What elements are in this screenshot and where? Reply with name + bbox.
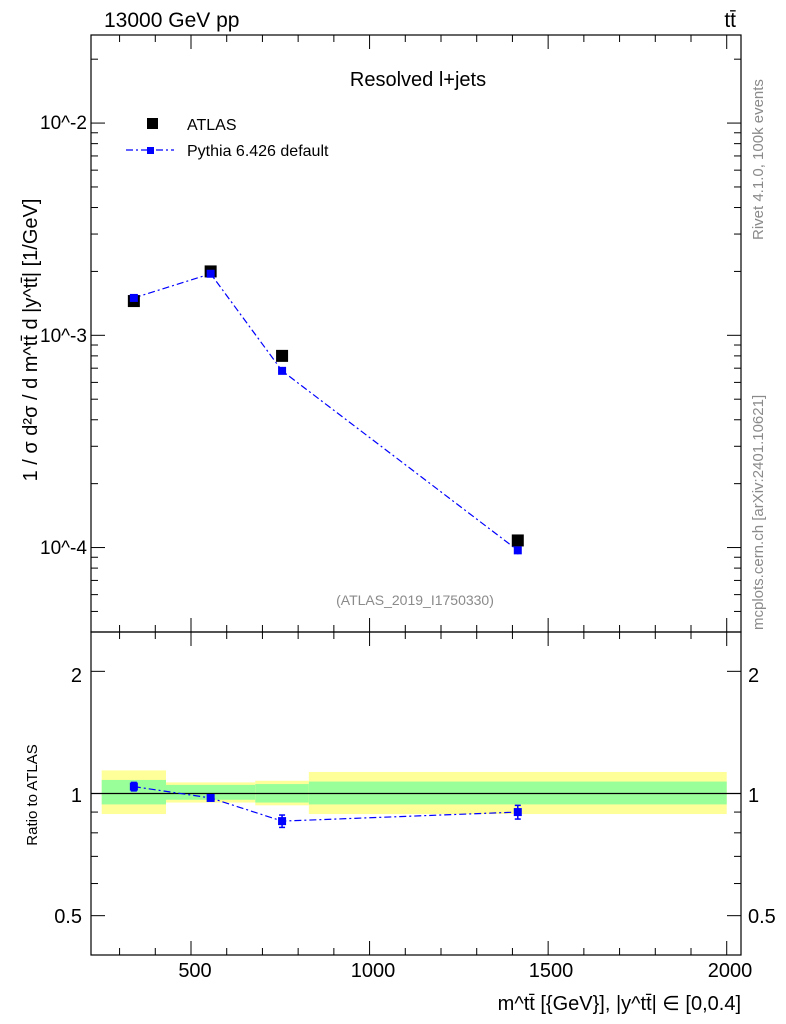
legend-mc-marker [147,147,154,154]
legend-data-label: ATLAS [187,117,237,134]
main-ytick-label-1e-4: 10^-4 [40,538,87,559]
mc-point-0 [129,293,138,302]
plot-title: Resolved l+jets [350,69,486,91]
data-point-2 [276,349,289,362]
source-label: mcplots.cern.ch [arXiv:2401.10621] [750,395,767,630]
x-axis-label: m^tt̄ [{GeV}], |y^tt̄| ∈ [0,0.4] [498,993,741,1015]
ratio-ytick-label-right-2: 2 [748,665,759,687]
ratio-y-ticks [91,670,741,956]
main-ytick-label-1e-2: 10^-2 [40,113,87,134]
main-y-ticks [91,58,741,633]
x-ticks [119,35,728,955]
ratio-point-3 [513,808,522,817]
data-layer [127,265,524,829]
mc-ratio-line [133,785,518,822]
process-label: tt̄ [724,9,736,32]
energy-label: 13000 GeV pp [104,9,239,32]
ratio-ytick-label-right-0.5: 0.5 [748,906,776,928]
xtick-label-1500: 1500 [529,960,574,982]
legend-data-marker [147,118,158,129]
ratio-y-axis-label: Ratio to ATLAS [24,744,41,845]
xtick-label-2000: 2000 [708,960,753,982]
mc-point-2 [278,366,287,375]
xtick-label-500: 500 [178,960,211,982]
main-ytick-label-1e-3: 10^-3 [40,326,87,347]
ratio-ytick-label-1: 1 [71,785,82,807]
mc-point-1 [206,269,215,278]
legend-mc-label: Pythia 6.426 default [187,143,329,160]
analysis-id: (ATLAS_2019_I1750330) [336,592,494,608]
main-y-axis-label: 1 / σ d²σ / d m^tt̄ d |y^tt̄| [1/GeV] [20,199,42,482]
mc-series-line [133,273,519,551]
ratio-band-inner-1 [166,784,256,800]
rivet-label: Rivet 4.1.0, 100k events [750,79,767,240]
data-point-3 [511,534,524,547]
xtick-label-1000: 1000 [351,960,396,982]
ratio-point-2 [278,817,287,826]
ratio-point-1 [206,793,215,802]
mc-point-3 [513,546,522,555]
ratio-ytick-label-0.5: 0.5 [54,906,82,928]
ratio-point-0 [129,782,138,791]
ratio-ytick-label-right-1: 1 [748,785,759,807]
ratio-bands [101,770,727,815]
ratio-ytick-label-2: 2 [71,665,82,687]
